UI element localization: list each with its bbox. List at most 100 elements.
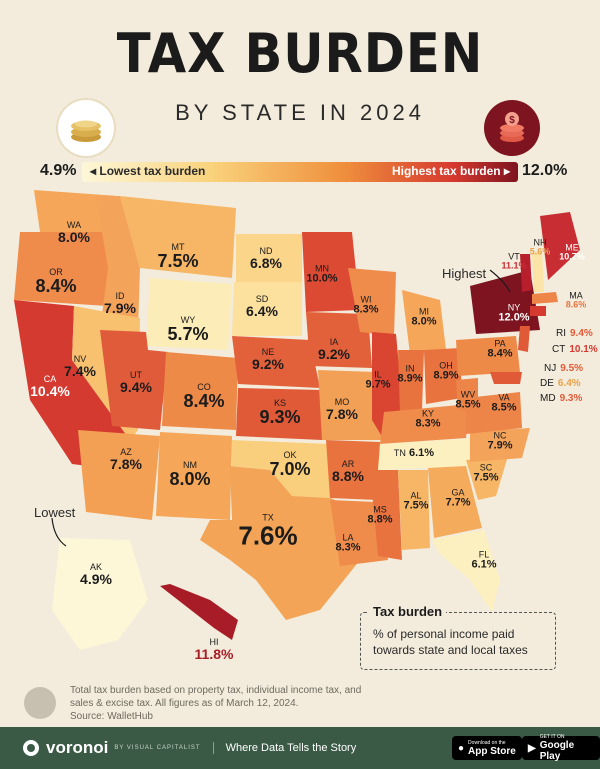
state-shape-vt (520, 254, 532, 292)
state-label-or: OR 8.4% (35, 267, 76, 296)
state-value: 6.8% (250, 255, 282, 272)
state-shape-mi (402, 290, 446, 354)
state-value: 4.9% (80, 571, 112, 588)
state-value: 11.1% (501, 261, 527, 271)
state-label-ma: MA 8.6% (566, 291, 587, 311)
state-label-sd: SD 6.4% (246, 293, 278, 320)
state-label-pa: PA 8.4% (487, 339, 512, 361)
state-value: 9.2% (318, 346, 350, 363)
app-store-small: Download on the (468, 739, 506, 746)
legend-max-value: 12.0% (522, 162, 568, 179)
callout-highest: Highest (442, 266, 487, 281)
state-label-al: AL 7.5% (403, 490, 429, 513)
state-abbr: NC (493, 430, 507, 441)
state-value: 7.8% (326, 406, 358, 423)
state-shape-al (398, 470, 430, 550)
state-shape-az (78, 430, 160, 520)
state-abbr: KY (421, 408, 435, 419)
state-abbr: NV (73, 353, 87, 364)
state-value: 8.0% (58, 229, 90, 246)
state-abbr: WI (360, 294, 372, 305)
state-shape-ia (306, 312, 372, 368)
state-abbr: TX (262, 512, 274, 523)
state-shape-nm (156, 432, 232, 520)
state-abbr: AZ (120, 446, 132, 457)
state-shape-la (330, 500, 388, 566)
state-shape-oh (424, 348, 462, 404)
google-play-label: GET IT ON Google Play (540, 734, 594, 762)
state-label-wi: WI 8.3% (353, 294, 378, 317)
state-abbr: NH (533, 237, 547, 248)
state-value: 7.5% (473, 471, 499, 484)
state-label-il: IL 9.7% (365, 369, 391, 392)
state-shape-wv (456, 378, 478, 412)
state-shape-in (398, 350, 424, 412)
state-value: 10.0% (306, 272, 338, 285)
state-abbr: IA (329, 336, 339, 347)
state-abbr: ME (565, 242, 579, 253)
state-shape-pa (456, 336, 520, 376)
state-abbr: MO (334, 396, 350, 407)
color-scale-bar (82, 162, 518, 182)
state-label-wy: WY 5.7% (167, 315, 209, 345)
state-abbr: DE (540, 378, 554, 389)
state-abbr: IN (405, 363, 415, 374)
state-label-co: CO 8.4% (183, 382, 224, 411)
state-label-la: LA 8.3% (335, 533, 360, 555)
state-abbr: NE (261, 346, 275, 357)
app-store-button[interactable]: ● Download on the App Store (452, 736, 522, 760)
state-label-oh: OH 8.9% (433, 361, 458, 383)
state-value: 6.1% (408, 447, 435, 460)
state-value: 8.5% (491, 401, 517, 414)
state-abbr: SD (255, 293, 269, 304)
source-text: Source: WalletHub (70, 711, 153, 722)
state-value: 7.9% (487, 439, 513, 452)
state-label-ri: RI 9.4% (556, 328, 593, 339)
state-abbr: GA (451, 487, 465, 498)
footnote-text: Total tax burden based on property tax, … (70, 685, 362, 709)
state-abbr: KS (273, 397, 286, 408)
brand[interactable]: voronoi BY VISUAL CAPITALIST (22, 738, 201, 758)
state-abbr: AR (341, 458, 355, 469)
state-value: 8.0% (411, 315, 437, 328)
state-shape-me (540, 212, 580, 280)
state-abbr: VA (498, 392, 510, 403)
state-value: 9.3% (259, 407, 301, 428)
state-value: 5.7% (167, 324, 209, 345)
callout-line-highest (489, 269, 511, 293)
state-abbr: UT (129, 369, 142, 380)
state-abbr-value: TN 6.1% (394, 447, 435, 460)
state-value: 6.4% (246, 303, 278, 320)
state-label-mt: MT 7.5% (157, 242, 198, 271)
state-abbr: CA (43, 373, 57, 384)
legend-high-text: Highest tax burden (391, 164, 501, 178)
footnote: Total tax burden based on property tax, … (70, 684, 370, 723)
state-value: 10.7% (559, 252, 585, 262)
state-label-az: AZ 7.8% (110, 446, 142, 472)
state-shape-ky (380, 404, 470, 444)
apple-icon: ● (458, 742, 465, 754)
state-shape-tn (378, 438, 478, 470)
coin-stack-icon (58, 100, 114, 156)
app-store-label: Download on the App Store (468, 740, 516, 757)
state-shape-ga (428, 466, 482, 538)
state-abbr: ND (259, 245, 273, 256)
state-shape-co (162, 352, 238, 430)
state-shape-sd (232, 282, 302, 336)
state-abbr: IL (374, 369, 382, 380)
state-label-me: ME 10.7% (559, 242, 585, 263)
state-shape-nc (470, 428, 530, 462)
state-abbr: AL (410, 490, 422, 501)
state-value: 11.8% (194, 646, 234, 663)
state-shape-ne (232, 336, 320, 388)
state-abbr: FL (478, 549, 490, 560)
state-abbr: CT (552, 344, 566, 355)
state-label-nj: NJ 9.5% (544, 363, 583, 374)
state-value: 9.4% (120, 379, 152, 396)
state-value: 9.5% (560, 363, 584, 374)
google-play-button[interactable]: ▶ GET IT ON Google Play (522, 734, 600, 762)
state-value: 9.7% (365, 378, 391, 391)
state-label-tx: TX 7.6% (238, 512, 297, 551)
state-value: 7.5% (403, 499, 429, 512)
